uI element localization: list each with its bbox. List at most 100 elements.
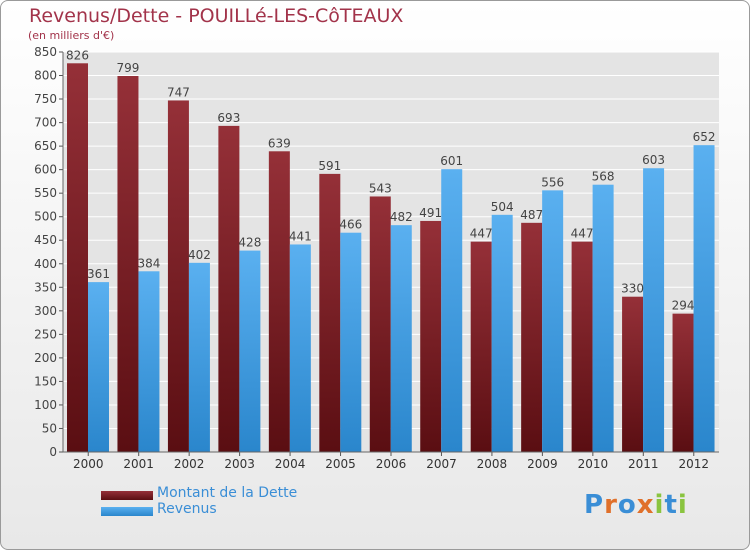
data-label-debt-2005: 591	[318, 159, 341, 173]
bar-debt-2003	[218, 125, 240, 452]
data-label-debt-2010: 447	[571, 227, 594, 241]
bar-debt-2004	[268, 151, 290, 452]
logo-letter: P	[584, 490, 605, 520]
data-label-revenue-2012: 652	[693, 130, 716, 144]
y-tick-label: 250	[34, 327, 57, 341]
bar-debt-2001	[117, 76, 139, 452]
data-label-debt-2009: 487	[520, 208, 543, 222]
bar-revenue-2010	[592, 184, 614, 453]
data-label-revenue-2006: 482	[390, 210, 413, 224]
data-label-debt-2006: 543	[369, 181, 392, 195]
y-tick-label: 150	[34, 374, 57, 388]
y-tick-label: 800	[34, 69, 57, 83]
y-tick-label: 50	[42, 421, 57, 435]
data-label-revenue-2000: 361	[87, 267, 110, 281]
y-tick-label: 650	[34, 139, 57, 153]
bar-debt-2010	[571, 241, 593, 452]
logo-letter: x	[636, 490, 655, 520]
data-label-debt-2012: 294	[672, 299, 695, 313]
x-tick-label: 2002	[174, 457, 205, 471]
x-tick-label: 2001	[123, 457, 154, 471]
data-labels: 826 361 799 384 747 402 693 428 639 441 591 466 543 4…	[66, 48, 715, 312]
data-label-revenue-2001: 384	[138, 256, 161, 270]
y-tick-label: 400	[34, 257, 57, 271]
bar-revenue-2000	[88, 282, 109, 452]
bar-debt-2009	[521, 222, 543, 452]
legend-swatch-revenue	[101, 507, 153, 516]
x-tick-label: 2007	[426, 457, 457, 471]
x-tick-label: 2008	[477, 457, 508, 471]
y-tick-label: 200	[34, 351, 57, 365]
bar-revenue-2001	[138, 271, 160, 452]
data-label-debt-2007: 491	[419, 206, 442, 220]
x-tick-label: 2006	[376, 457, 407, 471]
chart-subtitle: (en milliers d'€)	[28, 29, 115, 42]
bar-revenue-2004	[289, 244, 311, 452]
x-tick-label: 2009	[527, 457, 558, 471]
bar-debt-2006	[369, 196, 391, 452]
data-label-revenue-2008: 504	[491, 200, 514, 214]
bar-revenue-2007	[441, 169, 463, 453]
data-label-debt-2008: 447	[470, 227, 493, 241]
bar-revenue-2003	[239, 250, 261, 452]
data-label-debt-2004: 639	[268, 136, 291, 150]
bar-debt-2008	[470, 241, 492, 452]
bar-revenue-2011	[643, 168, 665, 452]
bar-revenue-2006	[390, 225, 412, 452]
data-label-revenue-2011: 603	[642, 153, 665, 167]
bar-debt-2005	[319, 173, 341, 452]
y-tick-label: 300	[34, 304, 57, 318]
data-label-revenue-2009: 556	[541, 175, 564, 189]
logo-letter: o	[617, 490, 637, 520]
bars	[67, 63, 715, 453]
bar-revenue-2008	[491, 214, 513, 452]
x-tick-label: 2000	[73, 457, 104, 471]
y-tick-label: 500	[34, 210, 57, 224]
data-label-debt-2011: 330	[621, 282, 644, 296]
data-label-debt-2000: 826	[66, 48, 89, 62]
data-label-debt-2001: 799	[117, 61, 140, 75]
bar-revenue-2009	[542, 190, 564, 452]
y-tick-label: 550	[34, 186, 57, 200]
y-tick-label: 100	[34, 398, 57, 412]
x-tick-label: 2012	[678, 457, 709, 471]
bar-revenue-2012	[693, 145, 715, 453]
data-label-revenue-2005: 466	[339, 218, 362, 232]
proxiti-logo: Proxiti	[584, 490, 688, 520]
x-tick-label: 2003	[224, 457, 255, 471]
data-label-debt-2003: 693	[217, 111, 240, 125]
data-label-revenue-2004: 441	[289, 229, 312, 243]
x-tick-label: 2010	[578, 457, 609, 471]
x-tick-label: 2011	[628, 457, 659, 471]
data-label-revenue-2010: 568	[592, 170, 615, 184]
legend-label-debt: Montant de la Dette	[157, 485, 298, 501]
data-label-revenue-2003: 428	[238, 236, 261, 250]
bar-revenue-2005	[340, 232, 362, 452]
y-tick-label: 0	[49, 445, 57, 459]
x-tick-label: 2005	[325, 457, 356, 471]
y-tick-label: 450	[34, 233, 57, 247]
chart-title: Revenus/Dette - POUILLé-LES-CôTEAUX	[29, 5, 404, 27]
y-tick-label: 700	[34, 116, 57, 130]
logo-letter: i	[677, 490, 688, 520]
y-tick-label: 750	[34, 92, 57, 106]
logo-letter: t	[664, 490, 678, 520]
legend-label-revenue: Revenus	[157, 501, 217, 517]
bar-revenue-2002	[188, 262, 210, 452]
data-label-revenue-2007: 601	[440, 154, 463, 168]
data-label-revenue-2002: 402	[188, 248, 211, 262]
x-tick-label: 2004	[275, 457, 306, 471]
bar-debt-2011	[622, 296, 644, 452]
logo-letter: i	[654, 490, 665, 520]
bar-debt-2000	[67, 63, 88, 452]
axes: 0 50 100 150 200 250 300 350 400 450 500 550 600 650 7…	[34, 45, 719, 471]
bar-debt-2012	[672, 313, 694, 452]
y-tick-label: 600	[34, 163, 57, 177]
bar-debt-2007	[420, 220, 442, 452]
y-tick-label: 850	[34, 45, 57, 59]
y-tick-label: 350	[34, 280, 57, 294]
data-label-debt-2002: 747	[167, 85, 190, 99]
logo-letter: r	[604, 490, 618, 520]
